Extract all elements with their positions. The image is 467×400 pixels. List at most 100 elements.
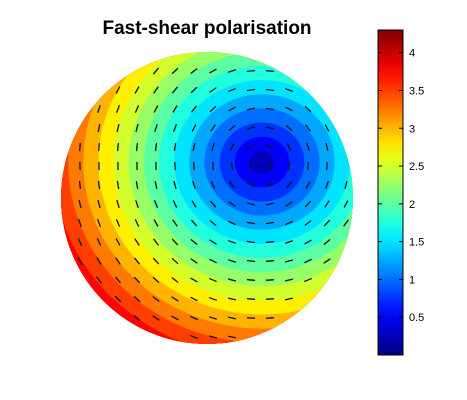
polarisation-tick xyxy=(116,142,120,152)
polarisation-tick xyxy=(208,335,218,339)
colorbar-tick-label: 4 xyxy=(409,48,415,60)
polarisation-tick xyxy=(152,277,160,283)
polarisation-tick xyxy=(97,219,101,227)
polarisation-tick xyxy=(171,277,179,283)
polarisation-tick xyxy=(154,200,158,208)
polarisation-tick xyxy=(152,296,160,302)
colorbar-tick-label: 3 xyxy=(409,123,415,135)
polarisation-tick xyxy=(190,239,198,245)
polarisation-tick xyxy=(228,240,236,244)
polarisation-tick xyxy=(265,221,275,225)
polarisation-tick xyxy=(249,162,253,170)
field-band xyxy=(249,150,275,174)
polarisation-tick xyxy=(266,144,274,150)
polarisation-tick xyxy=(97,123,101,133)
polarisation-tick xyxy=(285,220,293,226)
colorbar-tick-label: 3.5 xyxy=(409,85,424,97)
polarisation-tick xyxy=(97,105,101,113)
polarisation-tick xyxy=(172,86,178,94)
polarisation-tick xyxy=(209,105,217,113)
polarisation-tick xyxy=(286,143,292,151)
colorbar-ticks: 0.5 1 1.5 2 2.5 3 3.5 4 xyxy=(378,48,424,324)
polarisation-tick xyxy=(152,315,160,321)
polarisation-tick xyxy=(284,297,294,301)
polarisation-tick xyxy=(135,142,139,152)
polarisation-tick xyxy=(209,278,217,282)
polarisation-tick xyxy=(209,68,217,74)
polarisation-tick xyxy=(246,279,256,281)
polarisation-tick xyxy=(247,182,255,188)
polarisation-tick xyxy=(191,219,197,227)
colorbar: 0.5 1 1.5 2 2.5 3 3.5 4 xyxy=(377,29,424,356)
polarisation-tick xyxy=(209,87,217,93)
polarisation-tick xyxy=(135,200,139,208)
polarisation-tick xyxy=(323,239,331,245)
polarisation-tick xyxy=(190,277,198,283)
polarisation-tick xyxy=(192,181,196,189)
polarisation-tick xyxy=(77,257,83,265)
polarisation-tick xyxy=(171,238,179,246)
polarisation-tick xyxy=(284,278,294,282)
polarisation-tick xyxy=(324,200,330,208)
polarisation-tick xyxy=(190,296,198,302)
polarisation-tick xyxy=(209,297,217,301)
polarisation-tick xyxy=(212,161,214,171)
polarisation-tick xyxy=(115,219,121,227)
colorbar-tick-label: 2 xyxy=(409,199,415,211)
polarisation-tick xyxy=(190,335,198,339)
polarisation-tick xyxy=(79,142,81,152)
polarisation-tick xyxy=(96,276,102,284)
polarisation-tick xyxy=(228,106,236,112)
polarisation-tick xyxy=(172,200,178,208)
polarisation-tick xyxy=(154,142,158,152)
polarisation-tick xyxy=(229,181,235,189)
polarisation-tick xyxy=(191,105,197,113)
polarisation-tick xyxy=(305,181,311,189)
polarisation-tick xyxy=(228,125,236,131)
polarisation-tick xyxy=(210,124,216,132)
polarisation-tick xyxy=(266,183,274,187)
polarisation-tick xyxy=(227,335,237,339)
polarisation-ticks xyxy=(77,67,349,339)
colorbar-tick-label: 1 xyxy=(409,274,415,286)
colorbar-scale xyxy=(377,29,404,356)
polarisation-tick xyxy=(97,199,101,209)
colorbar-tick-label: 0.5 xyxy=(409,312,424,324)
colorbar-tick-label: 2.5 xyxy=(409,161,424,173)
polarisation-tick xyxy=(153,67,159,75)
polarisation-tick xyxy=(134,105,140,113)
polarisation-tick xyxy=(78,199,82,209)
polarisation-tick xyxy=(116,105,120,113)
polarisation-tick xyxy=(98,142,100,152)
polarisation-tick xyxy=(285,240,293,244)
polarisation-tick xyxy=(227,297,237,301)
polarisation-tick xyxy=(191,200,197,208)
polarisation-tick xyxy=(153,105,159,113)
polarisation-tick xyxy=(115,86,121,94)
polarisation-tick xyxy=(304,200,312,208)
polarisation-tick xyxy=(171,296,179,302)
polarisation-tick xyxy=(343,219,349,227)
polarisation-tick xyxy=(134,86,140,94)
polarisation-tick xyxy=(287,161,291,171)
polarisation-tick xyxy=(133,276,141,284)
colorbar-tick-label: 1.5 xyxy=(409,237,424,249)
polarisation-tick xyxy=(78,180,82,190)
polarisation-tick xyxy=(247,144,255,150)
polarisation-tick xyxy=(323,219,331,227)
polarisation-tick xyxy=(134,257,140,265)
polarisation-tick xyxy=(307,161,309,171)
polarisation-tick xyxy=(77,238,83,246)
polarisation-tick xyxy=(153,219,159,227)
polarisation-tick xyxy=(133,315,141,321)
polarisation-tick xyxy=(305,124,311,132)
polarisation-tick xyxy=(153,86,159,94)
polarisation-tick xyxy=(190,86,198,94)
polarisation-tick xyxy=(173,124,177,132)
polarisation-tick xyxy=(285,201,293,207)
polarisation-tick xyxy=(134,238,140,246)
polarisation-tick xyxy=(228,69,236,73)
polarisation-tick xyxy=(227,316,237,320)
polarisation-tick xyxy=(230,161,234,171)
polarisation-tick xyxy=(116,180,120,190)
